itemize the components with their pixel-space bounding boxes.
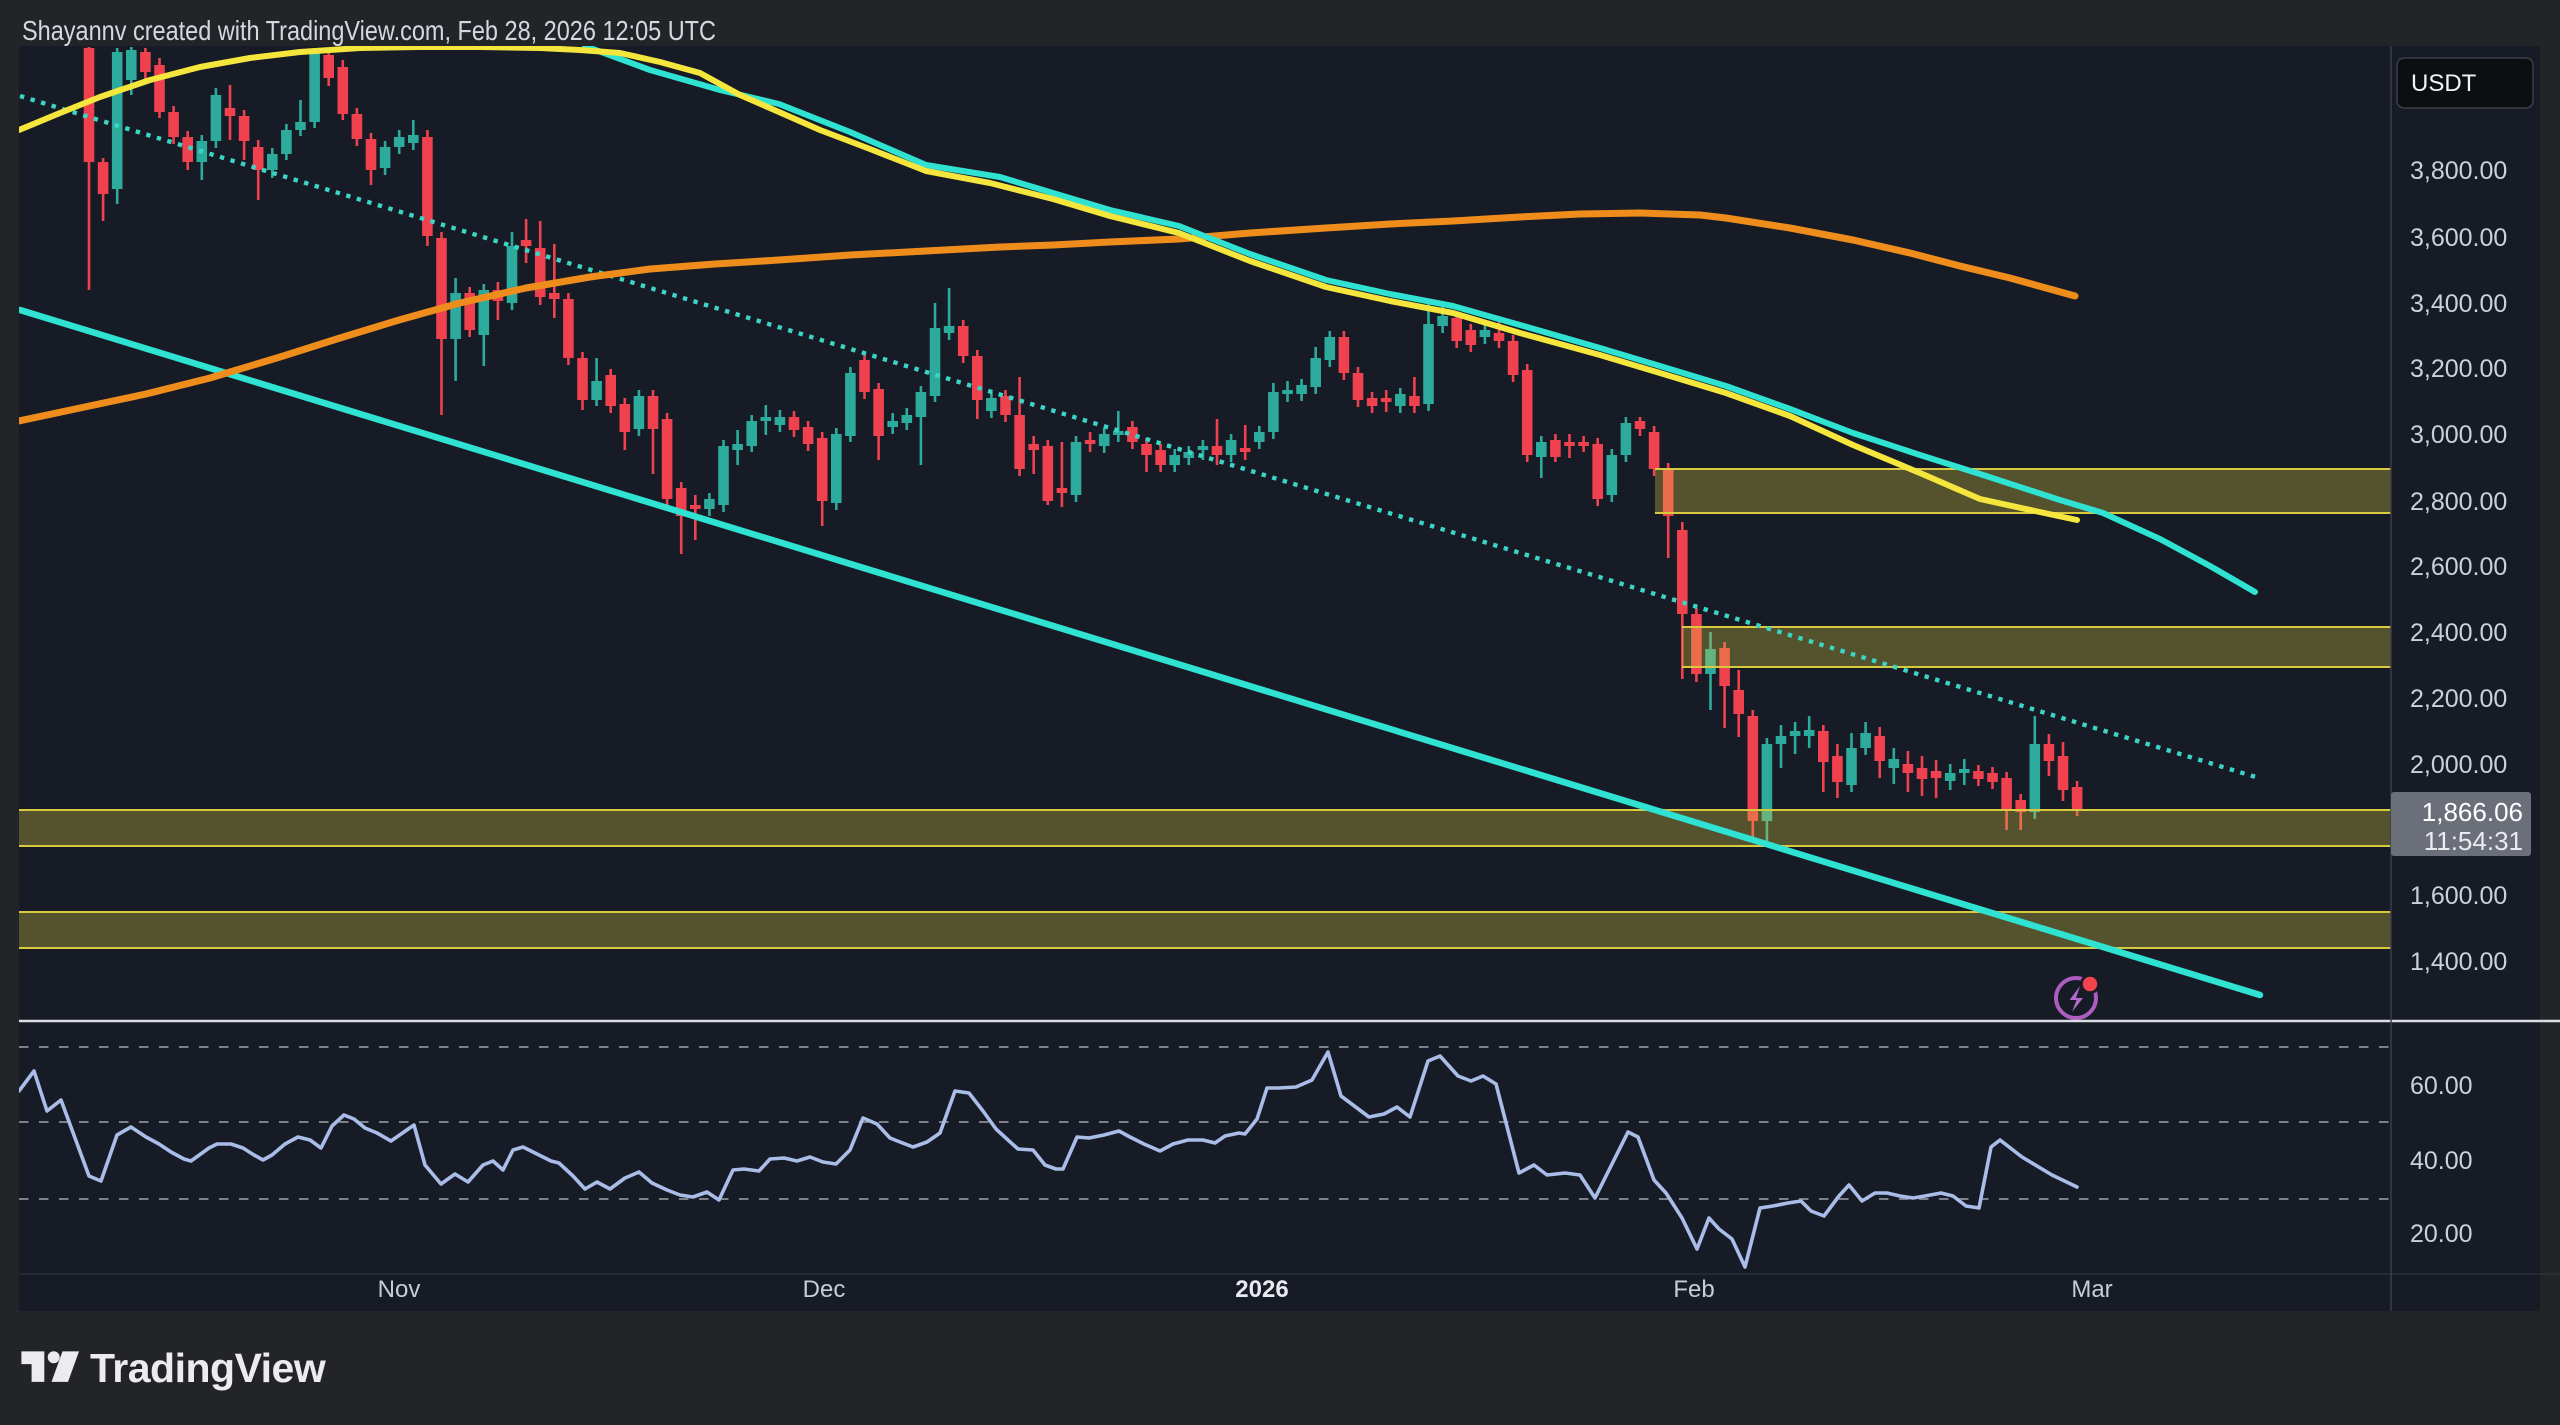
svg-text:2,400.00: 2,400.00: [2410, 619, 2507, 647]
svg-text:3,000.00: 3,000.00: [2410, 421, 2507, 449]
svg-text:3,600.00: 3,600.00: [2410, 224, 2507, 252]
svg-text:2,000.00: 2,000.00: [2410, 751, 2507, 779]
svg-text:Nov: Nov: [378, 1276, 421, 1303]
svg-text:Mar: Mar: [2071, 1276, 2112, 1303]
svg-text:2,800.00: 2,800.00: [2410, 488, 2507, 516]
svg-text:60.00: 60.00: [2410, 1072, 2473, 1100]
svg-text:3,400.00: 3,400.00: [2410, 290, 2507, 318]
svg-text:Feb: Feb: [1673, 1276, 1714, 1303]
svg-text:11:54:31: 11:54:31: [2424, 826, 2523, 856]
svg-text:1,600.00: 1,600.00: [2410, 882, 2507, 910]
svg-text:20.00: 20.00: [2410, 1220, 2473, 1248]
svg-text:Dec: Dec: [803, 1276, 846, 1303]
svg-text:3,800.00: 3,800.00: [2410, 157, 2507, 185]
svg-text:1,400.00: 1,400.00: [2410, 948, 2507, 976]
svg-text:2026: 2026: [1235, 1276, 1288, 1303]
svg-text:USDT: USDT: [2411, 70, 2477, 97]
svg-text:2,200.00: 2,200.00: [2410, 685, 2507, 713]
svg-text:Shayannv created with TradingV: Shayannv created with TradingView.com, F…: [22, 15, 716, 46]
svg-text:2,600.00: 2,600.00: [2410, 553, 2507, 581]
svg-text:1,866.06: 1,866.06: [2422, 797, 2523, 827]
svg-text:TradingView: TradingView: [90, 1345, 326, 1391]
svg-text:3,200.00: 3,200.00: [2410, 355, 2507, 383]
svg-text:40.00: 40.00: [2410, 1147, 2473, 1175]
